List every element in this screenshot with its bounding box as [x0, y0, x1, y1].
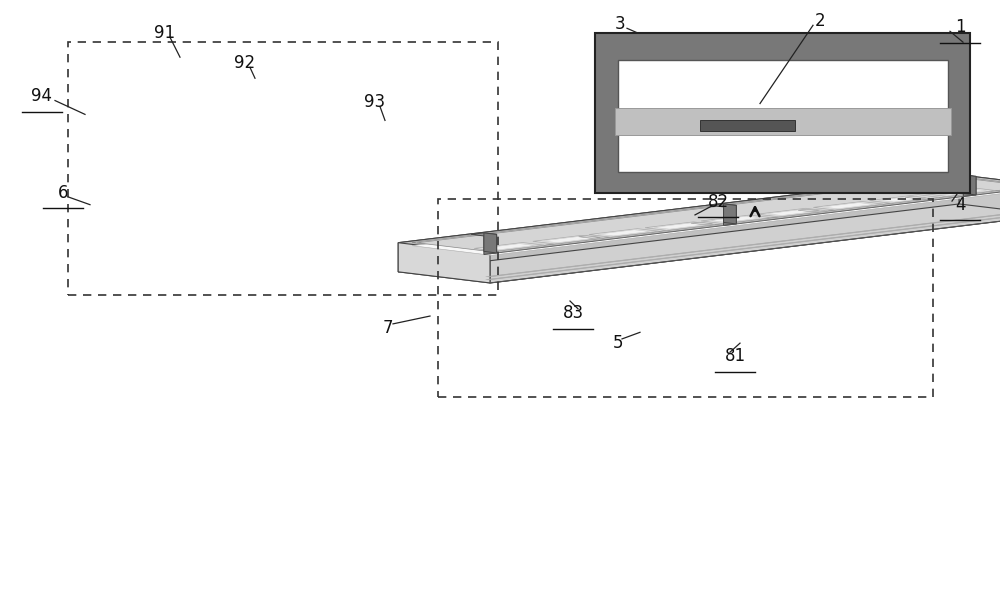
Polygon shape [963, 176, 976, 196]
Polygon shape [412, 179, 1000, 255]
Bar [438, 199, 933, 397]
Polygon shape [926, 188, 995, 196]
Polygon shape [823, 202, 874, 209]
Polygon shape [869, 194, 939, 203]
Text: 5: 5 [613, 334, 623, 352]
Polygon shape [691, 222, 712, 225]
Polygon shape [710, 216, 762, 222]
Polygon shape [398, 204, 1000, 283]
Bar [615, 108, 951, 135]
Polygon shape [490, 186, 1000, 283]
Polygon shape [905, 196, 927, 199]
Polygon shape [412, 176, 1000, 252]
Text: 1: 1 [955, 18, 965, 36]
Polygon shape [492, 187, 1000, 253]
Polygon shape [813, 202, 883, 210]
Polygon shape [711, 204, 736, 207]
Text: 83: 83 [562, 304, 584, 322]
Text: 93: 93 [364, 93, 386, 111]
Polygon shape [701, 215, 771, 223]
Polygon shape [757, 208, 827, 217]
Polygon shape [484, 234, 497, 255]
Polygon shape [533, 235, 603, 244]
Polygon shape [398, 243, 490, 283]
Text: 2: 2 [815, 12, 825, 30]
Text: 4: 4 [955, 196, 965, 214]
Polygon shape [959, 175, 1000, 215]
Text: 3: 3 [615, 15, 625, 33]
Bar [68, 42, 498, 295]
Polygon shape [654, 223, 706, 229]
Bar [618, 60, 948, 172]
Polygon shape [398, 175, 1000, 254]
Polygon shape [879, 196, 930, 202]
Bar [595, 33, 970, 193]
Text: 82: 82 [707, 193, 729, 211]
Text: 94: 94 [32, 87, 52, 105]
Polygon shape [542, 237, 594, 243]
Polygon shape [645, 222, 715, 231]
Polygon shape [951, 175, 976, 178]
Bar [700, 120, 795, 131]
Polygon shape [471, 233, 497, 236]
Polygon shape [598, 230, 650, 236]
Polygon shape [589, 229, 659, 237]
Text: 92: 92 [234, 54, 256, 72]
Polygon shape [483, 244, 535, 250]
Polygon shape [798, 209, 819, 212]
Text: 81: 81 [724, 347, 746, 365]
Text: 91: 91 [154, 24, 176, 42]
Polygon shape [963, 175, 976, 195]
Text: 7: 7 [383, 319, 393, 337]
Polygon shape [417, 178, 1000, 252]
Polygon shape [766, 209, 818, 216]
Polygon shape [724, 204, 736, 224]
Polygon shape [724, 205, 736, 226]
Polygon shape [579, 236, 600, 238]
Polygon shape [474, 243, 544, 251]
Polygon shape [935, 189, 986, 195]
Polygon shape [398, 175, 959, 272]
Text: 6: 6 [58, 184, 68, 202]
Polygon shape [484, 233, 497, 253]
